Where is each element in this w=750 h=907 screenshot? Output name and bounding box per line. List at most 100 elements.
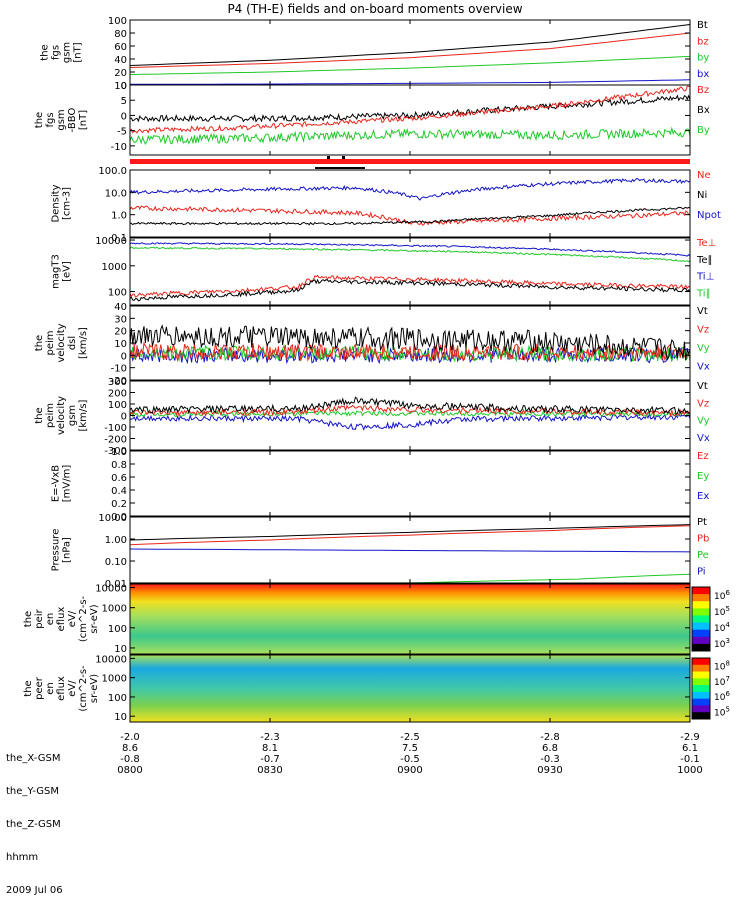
y-axis-label-line: gsm <box>62 42 73 63</box>
spectrogram-fill <box>130 584 690 654</box>
legend-entry: Vt <box>697 381 708 392</box>
legend-entry: Vx <box>697 362 710 373</box>
y-tick-label: 20 <box>114 327 127 338</box>
legend-entry: Vy <box>697 343 710 354</box>
y-axis-label-line: magT3 <box>51 254 62 289</box>
y-axis-label-line: the <box>34 112 45 128</box>
y-axis-label-line: peir <box>34 608 45 628</box>
y-tick-label: 0.01 <box>105 579 127 590</box>
y-tick-label: 60 <box>114 42 127 53</box>
y-tick-label: 20 <box>114 68 127 79</box>
y-tick-label: 100 <box>108 16 127 27</box>
colorbar-segment <box>692 615 710 624</box>
y-tick-label: 100 <box>108 288 127 299</box>
y-axis-label-line: [nT] <box>73 42 84 62</box>
legend-entry: Ne <box>697 170 711 181</box>
y-axis-label-line: eflux <box>56 676 67 701</box>
colorbar-tick-label: 106 <box>714 690 730 703</box>
footer-value: 7.5 <box>402 743 418 754</box>
colorbar-segment <box>692 608 710 616</box>
colorbar-segment <box>692 587 710 595</box>
y-axis-label-line: [nT] <box>78 110 89 130</box>
y-axis-label-line: eflux <box>56 607 67 632</box>
colorbar-tick-label: 104 <box>714 621 730 634</box>
y-axis-label-line: [cm-3] <box>62 187 73 220</box>
legend-entry: Pe <box>697 550 709 561</box>
footer-label-hhmm: hhmm <box>6 852 39 863</box>
y-axis-label-line: (cm^2-s- <box>78 665 89 712</box>
colorbar-tick-label: 105 <box>714 705 730 718</box>
y-tick-label: -20 <box>111 376 127 387</box>
series-line-temperature-0 <box>129 242 691 257</box>
series-line-peim_velocity_gsm-3 <box>129 396 691 415</box>
spectrogram-fill <box>130 655 690 722</box>
y-axis-label-line: the <box>34 407 45 423</box>
y-tick-label: 300 <box>108 377 127 388</box>
y-tick-label: 5 <box>121 96 127 107</box>
footer-value: -0.5 <box>400 754 420 765</box>
y-tick-label: -300 <box>104 446 127 457</box>
legend-entry: Vz <box>697 398 709 409</box>
series-line-fgs_gsm_comp-2 <box>129 126 691 146</box>
legend-entry: by <box>697 53 709 64</box>
footer-value: 6.1 <box>682 743 698 754</box>
series-line-pressure-1 <box>129 525 691 546</box>
status-marker <box>315 167 365 169</box>
y-tick-label: 10 <box>114 339 127 350</box>
y-axis-label-line: [km/s] <box>78 327 89 359</box>
y-tick-label: 10 <box>114 644 127 655</box>
panel-frame-fgs_gsm_comp <box>129 84 691 156</box>
legend-entry: Ey <box>697 471 709 482</box>
y-tick-label: 0.0 <box>111 512 127 523</box>
y-axis-label-line: [eV] <box>62 261 73 282</box>
series-line-peim_velocity-3 <box>129 324 691 361</box>
legend-entry: Bx <box>697 105 710 116</box>
colorbar-segment <box>692 622 710 631</box>
panel-frame-efield <box>129 450 691 517</box>
footer-date: 2009 Jul 06 <box>6 885 63 896</box>
y-axis-label-line: the <box>34 335 45 351</box>
legend-entry: Ti∥ <box>696 288 711 299</box>
y-axis-label-line: the <box>23 680 34 696</box>
y-tick-label: 40 <box>114 302 127 313</box>
y-tick-label: 0 <box>121 81 127 92</box>
footer-value: -2.8 <box>540 732 560 743</box>
legend-entry: By <box>697 125 710 136</box>
y-tick-label: 1.00 <box>105 535 127 546</box>
colorbar-segment <box>692 678 710 686</box>
legend-entry: Ez <box>697 451 709 462</box>
footer-value: 1000 <box>677 765 702 776</box>
y-tick-label: 200 <box>108 389 127 400</box>
y-axis-label-line: sr-eV) <box>89 674 100 703</box>
footer-label-x: the_X-GSM <box>6 753 61 764</box>
y-tick-label: 0 <box>121 351 127 362</box>
series-line-density-0 <box>129 177 691 201</box>
colorbar-segment <box>692 594 710 602</box>
colorbar-segment <box>692 636 710 645</box>
series-line-fgs_gsm_comp-1 <box>129 85 691 134</box>
y-tick-label: 10000 <box>95 236 127 247</box>
footer-value: -0.1 <box>680 754 700 765</box>
y-tick-label: 10.0 <box>105 188 127 199</box>
series-line-fgs_gsm_comp-0 <box>129 94 691 123</box>
y-axis-label-line: velocity <box>56 323 67 362</box>
y-tick-label: 0.6 <box>111 473 127 484</box>
y-axis-label-line: dsl <box>67 336 78 350</box>
footer-value: -0.3 <box>540 754 560 765</box>
status-bar <box>130 159 690 164</box>
y-axis-label-line: the <box>40 44 51 60</box>
y-axis-label-line: -BBO <box>67 108 78 133</box>
legend-entry: Te∥ <box>696 255 713 266</box>
legend-entry: bz <box>697 36 709 47</box>
footer-value: -0.7 <box>260 754 280 765</box>
y-tick-label: 1.0 <box>111 447 127 458</box>
legend-entry: Npot <box>697 210 721 221</box>
y-axis-label-line: sr-eV) <box>89 604 100 633</box>
y-axis-label-line: eV/ <box>67 680 78 697</box>
y-tick-label: -5 <box>117 127 127 138</box>
y-tick-label: 0.10 <box>105 557 127 568</box>
colorbar-tick-label: 107 <box>714 675 730 688</box>
series-line-peim_velocity-0 <box>129 346 691 365</box>
y-tick-label: 10 <box>114 712 127 723</box>
y-tick-label: 0.2 <box>111 499 127 510</box>
